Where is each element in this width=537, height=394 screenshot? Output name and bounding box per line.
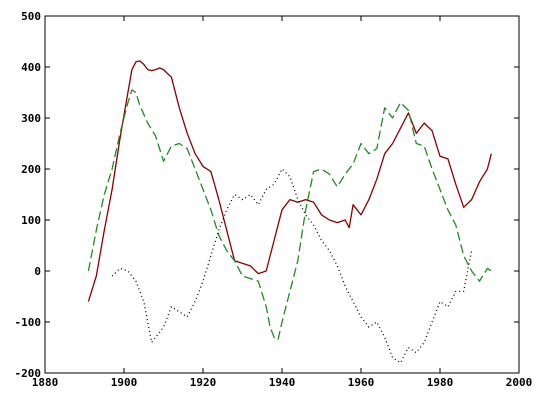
y-tick-label: 300 (21, 112, 41, 125)
y-tick-label: -200 (15, 367, 42, 380)
y-tick-label: 0 (34, 265, 41, 278)
y-tick-label: 500 (21, 10, 41, 23)
series-line-1-solid (87, 60, 492, 302)
series-line-2-dashed (87, 89, 492, 341)
x-tick-label: 1980 (427, 376, 454, 389)
series-line-3-dotted (111, 168, 473, 364)
x-axis: 1880 1900 1920 1940 1960 1980 2000 (32, 16, 533, 389)
y-axis: -200 -100 0 100 200 300 400 500 (15, 10, 519, 380)
y-tick-label: 400 (21, 61, 41, 74)
y-tick-label: 200 (21, 163, 41, 176)
x-tick-label: 2000 (506, 376, 533, 389)
y-tick-label: 100 (21, 214, 41, 227)
y-tick-label: -100 (15, 316, 42, 329)
x-tick-label: 1920 (190, 376, 217, 389)
x-tick-label: 1960 (348, 376, 375, 389)
x-tick-label: 1880 (32, 376, 59, 389)
x-tick-label: 1900 (111, 376, 138, 389)
series-layer (87, 60, 492, 364)
x-tick-label: 1940 (269, 376, 296, 389)
